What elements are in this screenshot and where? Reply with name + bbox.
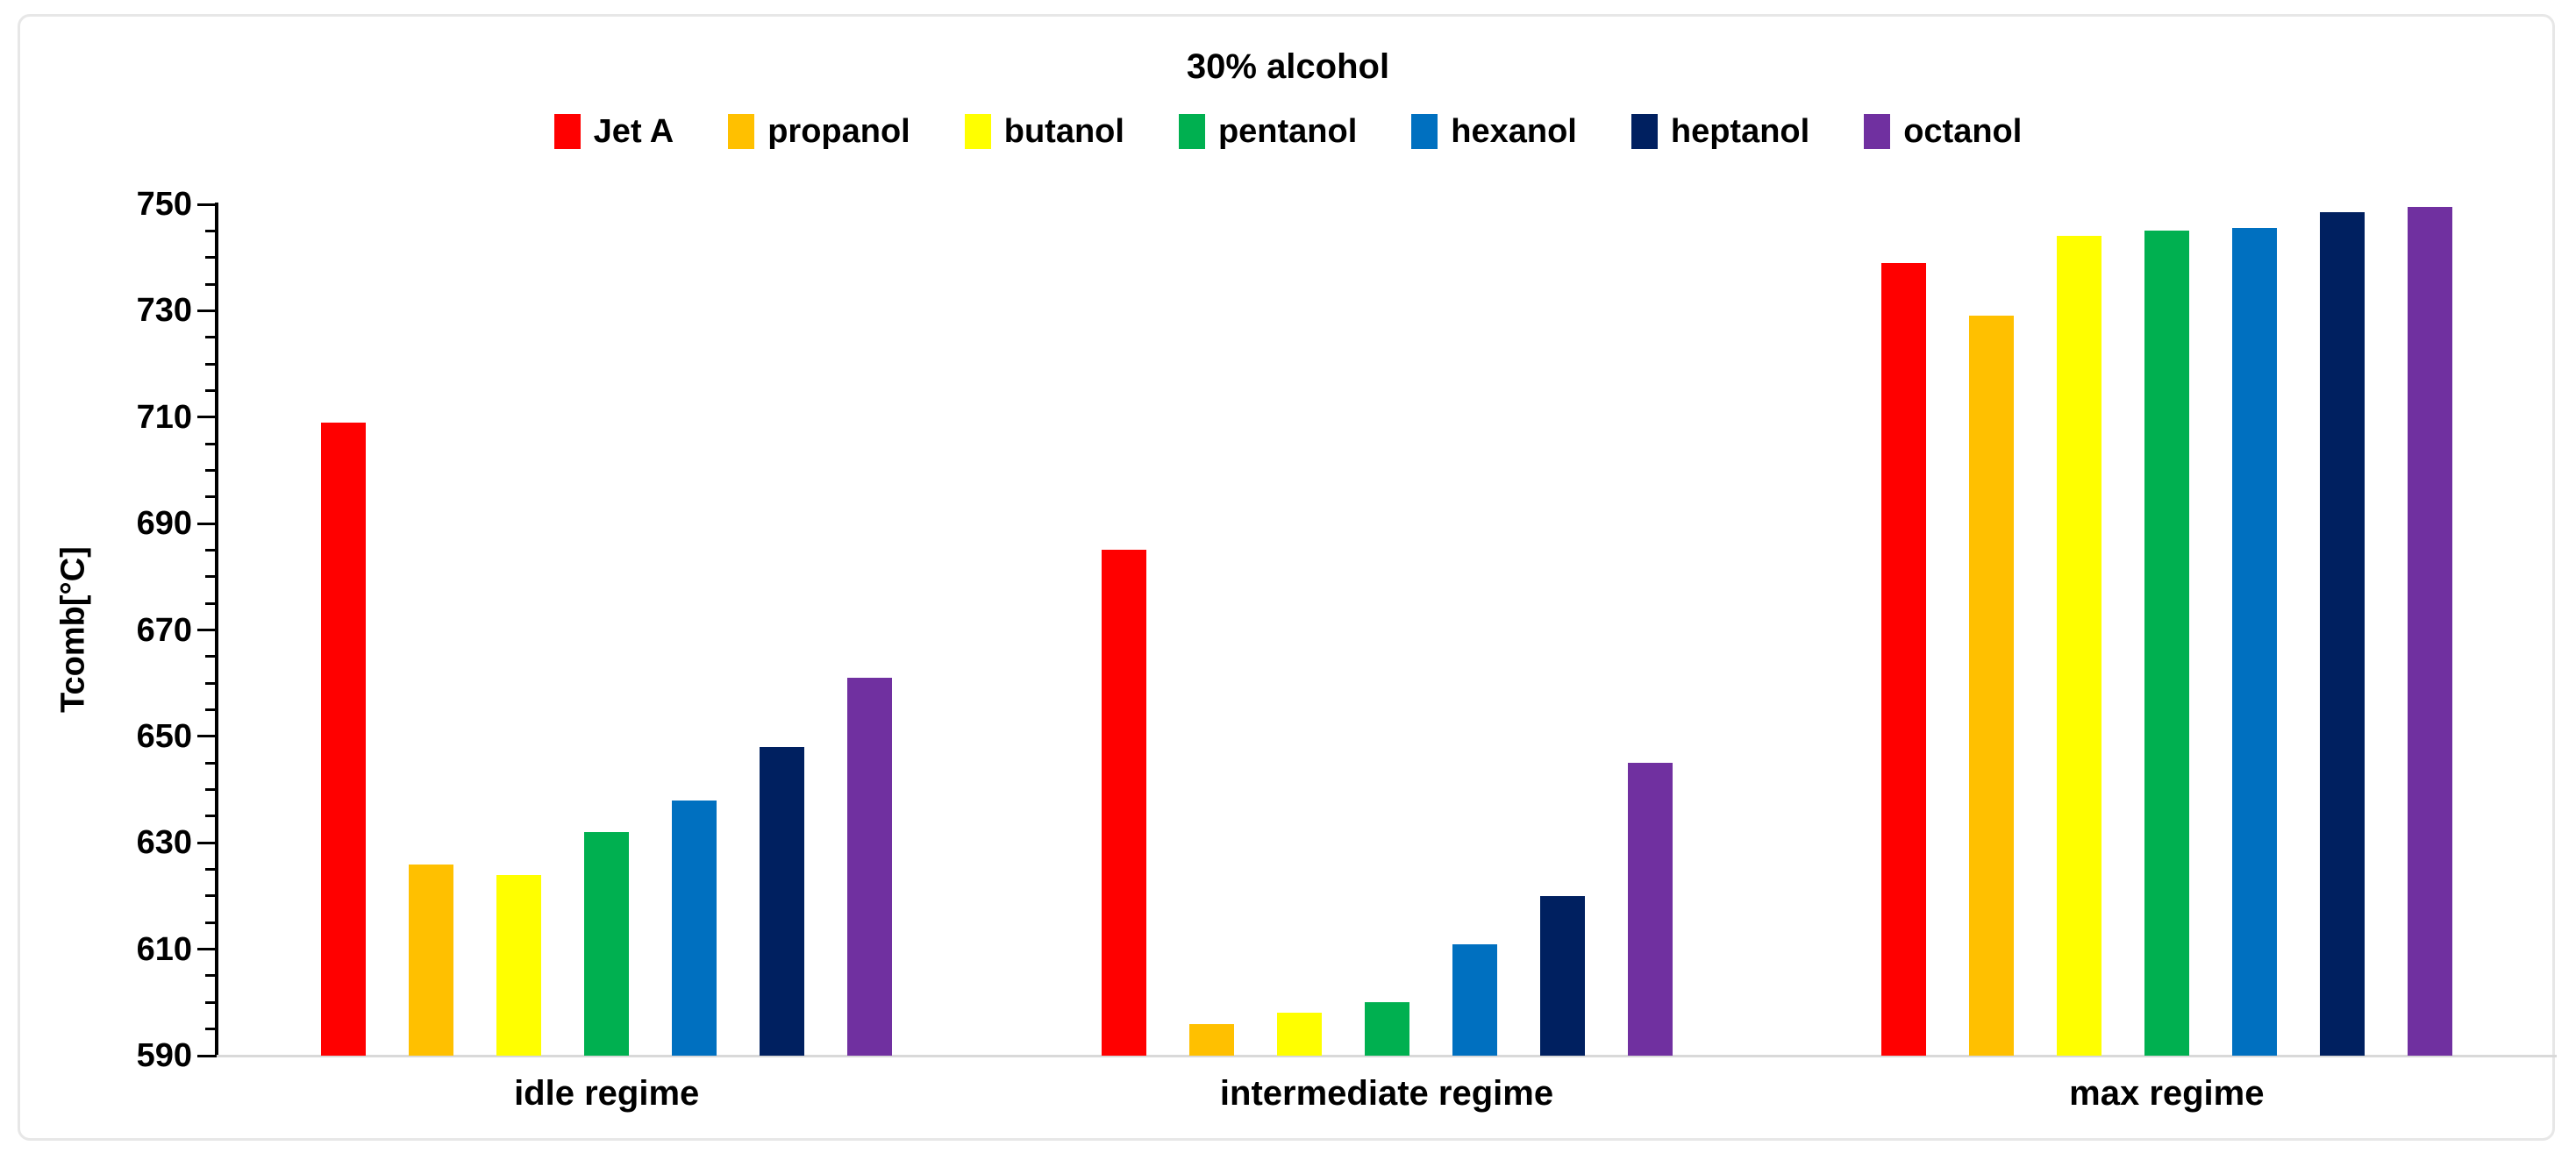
y-minor-tick-625 — [205, 868, 217, 872]
category-label-max-regime: max regime — [2069, 1074, 2265, 1113]
y-minor-tick-715 — [205, 388, 217, 392]
legend: Jet A propanol butanol pentanol hexanol hepta… — [0, 105, 2576, 158]
y-tick-label-710: 710 — [136, 398, 192, 436]
y-tick-label-650: 650 — [136, 717, 192, 755]
y-minor-tick-645 — [205, 761, 217, 765]
y-minor-tick-675 — [205, 601, 217, 605]
y-minor-tick-700 — [205, 468, 217, 472]
legend-swatch-icon-heptanol — [1631, 114, 1658, 149]
chart-title: 30% alcohol — [1186, 47, 1390, 86]
bar-propanol-max-regime — [1968, 316, 2014, 1056]
legend-item-heptanol: heptanol — [1631, 112, 1809, 151]
y-tick-label-690: 690 — [136, 505, 192, 543]
bar-octanol-intermediate-regime — [1627, 763, 1673, 1056]
legend-item-octanol: octanol — [1864, 112, 2022, 151]
figure-border-frame — [18, 14, 2555, 1141]
y-major-tick-590 — [197, 1054, 217, 1057]
y-major-tick-690 — [197, 522, 217, 525]
bar-jet-a-max-regime — [1880, 262, 1926, 1056]
legend-item-jet-a: Jet A — [553, 112, 674, 151]
y-tick-label-730: 730 — [136, 292, 192, 330]
bar-heptanol-idle-regime — [760, 747, 805, 1056]
y-tick-label-750: 750 — [136, 186, 192, 223]
y-minor-tick-745 — [205, 229, 217, 232]
legend-swatch-icon-butanol — [964, 114, 991, 149]
y-minor-tick-740 — [205, 256, 217, 260]
y-minor-tick-660 — [205, 681, 217, 685]
y-tick-label-670: 670 — [136, 611, 192, 649]
bar-pentanol-idle-regime — [584, 832, 630, 1056]
legend-label-pentanol: pentanol — [1217, 113, 1358, 150]
bar-hexanol-intermediate-regime — [1452, 943, 1497, 1056]
y-minor-tick-695 — [205, 495, 217, 499]
legend-label-jet-a: Jet A — [593, 113, 674, 150]
legend-item-propanol: propanol — [728, 112, 910, 151]
legend-swatch-icon-propanol — [728, 114, 755, 149]
y-major-tick-730 — [197, 309, 217, 312]
bar-heptanol-intermediate-regime — [1539, 895, 1585, 1056]
legend-label-octanol: octanol — [1903, 113, 2023, 150]
bar-butanol-max-regime — [2056, 236, 2101, 1056]
y-major-tick-710 — [197, 416, 217, 419]
y-minor-tick-605 — [205, 974, 217, 978]
y-minor-tick-620 — [205, 894, 217, 898]
category-label-idle-regime: idle regime — [514, 1074, 700, 1113]
y-major-tick-650 — [197, 735, 217, 738]
legend-label-heptanol: heptanol — [1670, 113, 1810, 150]
bar-butanol-idle-regime — [496, 874, 542, 1056]
y-minor-tick-640 — [205, 788, 217, 792]
y-major-tick-610 — [197, 948, 217, 951]
bar-octanol-max-regime — [2407, 207, 2452, 1056]
y-tick-label-590: 590 — [136, 1037, 192, 1074]
bar-hexanol-max-regime — [2231, 228, 2277, 1056]
legend-label-propanol: propanol — [767, 113, 910, 150]
legend-label-hexanol: hexanol — [1451, 113, 1577, 150]
legend-item-butanol: butanol — [964, 112, 1124, 151]
y-minor-tick-655 — [205, 708, 217, 712]
y-minor-tick-600 — [205, 1000, 217, 1004]
bar-butanol-intermediate-regime — [1276, 1013, 1322, 1056]
legend-swatch-icon-pentanol — [1178, 114, 1205, 149]
y-minor-tick-705 — [205, 442, 217, 445]
y-minor-tick-680 — [205, 575, 217, 579]
bar-propanol-intermediate-regime — [1188, 1023, 1234, 1056]
y-minor-tick-595 — [205, 1028, 217, 1031]
y-minor-tick-615 — [205, 921, 217, 924]
y-minor-tick-665 — [205, 655, 217, 658]
x-axis-line — [217, 1055, 2557, 1057]
legend-item-pentanol: pentanol — [1178, 112, 1358, 151]
y-minor-tick-635 — [205, 815, 217, 818]
bar-jet-a-idle-regime — [321, 422, 367, 1056]
y-major-tick-750 — [197, 203, 217, 206]
y-axis-line — [215, 203, 218, 1057]
y-minor-tick-685 — [205, 548, 217, 552]
bar-pentanol-max-regime — [2144, 231, 2189, 1056]
bar-propanol-idle-regime — [409, 864, 454, 1056]
y-tick-label-610: 610 — [136, 930, 192, 968]
legend-item-hexanol: hexanol — [1411, 112, 1577, 151]
category-label-intermediate-regime: intermediate regime — [1219, 1074, 1554, 1113]
bar-hexanol-idle-regime — [672, 800, 717, 1056]
legend-swatch-icon-octanol — [1864, 114, 1891, 149]
bar-jet-a-intermediate-regime — [1101, 550, 1146, 1056]
y-major-tick-670 — [197, 629, 217, 631]
y-minor-tick-735 — [205, 282, 217, 286]
legend-swatch-icon-jet-a — [553, 114, 581, 149]
bar-heptanol-max-regime — [2319, 212, 2365, 1056]
y-major-tick-630 — [197, 841, 217, 844]
y-minor-tick-720 — [205, 362, 217, 366]
y-minor-tick-725 — [205, 336, 217, 339]
bar-pentanol-intermediate-regime — [1364, 1002, 1409, 1056]
y-tick-label-630: 630 — [136, 824, 192, 862]
legend-label-butanol: butanol — [1003, 113, 1124, 150]
legend-swatch-icon-hexanol — [1411, 114, 1438, 149]
bar-octanol-idle-regime — [847, 678, 893, 1056]
